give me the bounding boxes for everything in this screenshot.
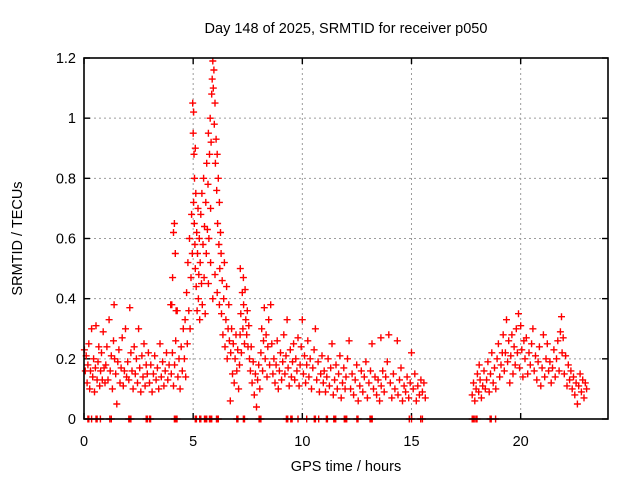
y-tick-label: 1.2: [56, 51, 76, 67]
y-tick-label: 0: [68, 412, 76, 428]
chart-title: Day 148 of 2025, SRMTID for receiver p05…: [205, 21, 488, 37]
data-points-layer: [80, 57, 591, 423]
y-tick-label: 1: [68, 111, 76, 127]
x-tick-label: 15: [403, 434, 419, 450]
x-tick-label: 10: [294, 434, 310, 450]
axis-tick-labels: 0 5 10 15 20 0 0.2 0.4 0.6 0.8 1 1.2: [56, 51, 529, 450]
x-tick-label: 20: [513, 434, 529, 450]
y-tick-label: 0.6: [56, 232, 76, 248]
y-tick-label: 0.4: [56, 292, 76, 308]
plot-border: [83, 57, 609, 420]
y-axis-label: SRMTID / TECUs: [10, 181, 26, 295]
y-tick-label: 0.8: [56, 171, 76, 187]
series-srmtid-markers: [80, 57, 591, 423]
x-tick-label: 0: [80, 434, 88, 450]
x-tick-label: 5: [189, 434, 197, 450]
x-axis-label: GPS time / hours: [291, 459, 401, 475]
y-tick-label: 0.2: [56, 352, 76, 368]
